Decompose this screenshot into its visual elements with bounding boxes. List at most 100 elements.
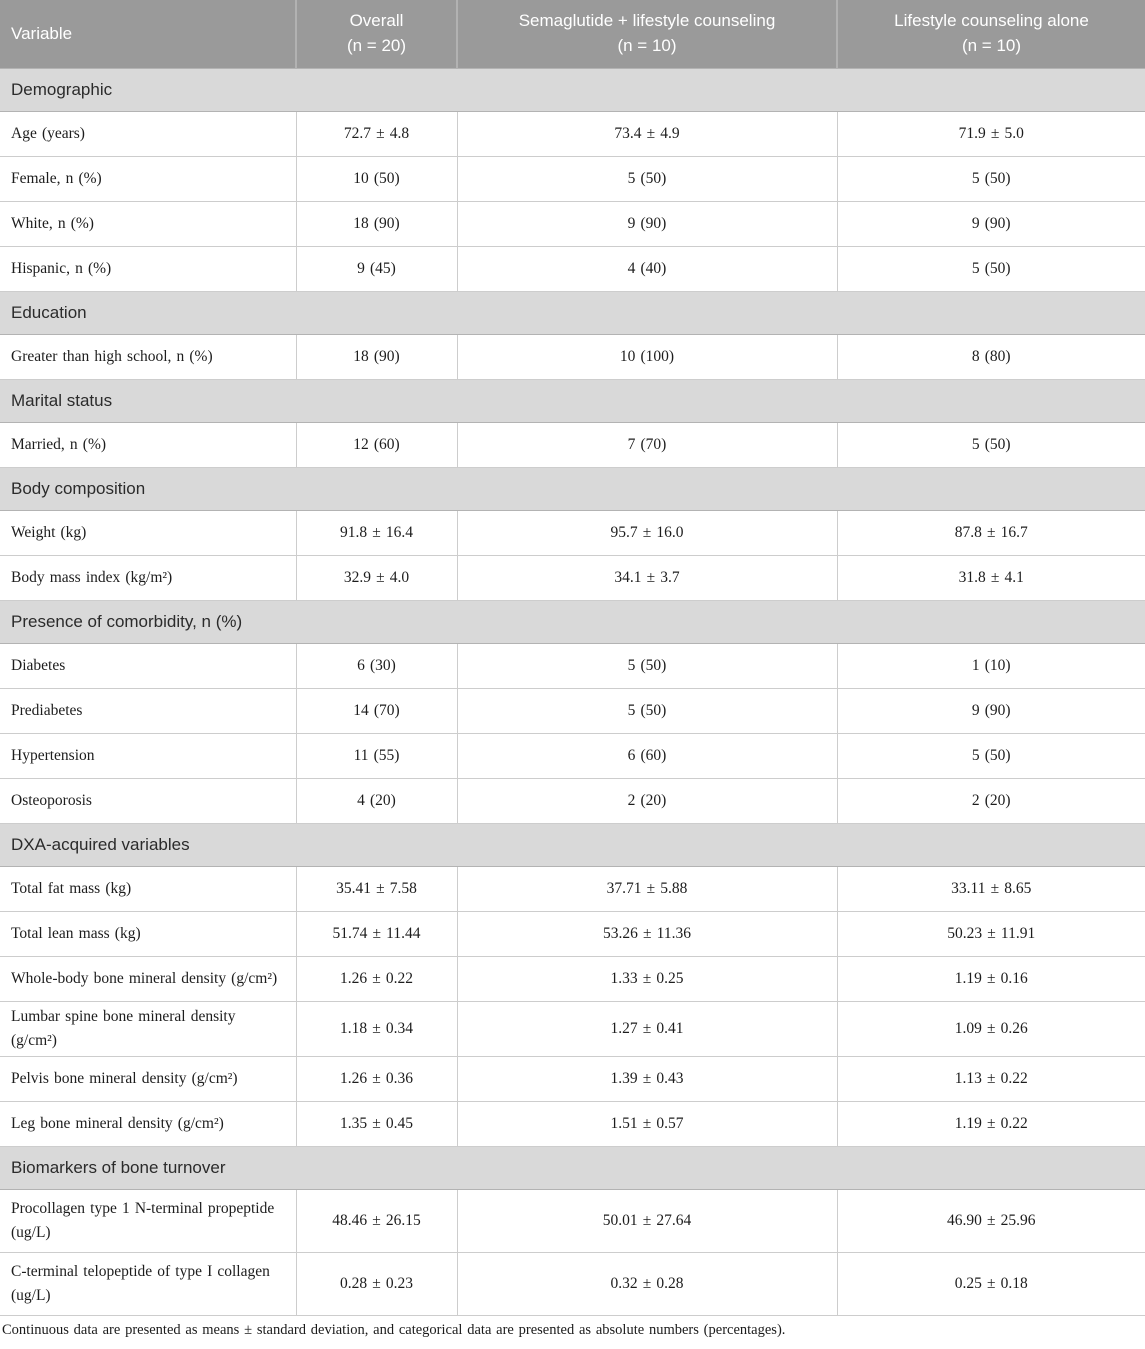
row-label: Hispanic, n (%) bbox=[0, 246, 296, 292]
cell-semaglutide: 0.32 ± 0.28 bbox=[456, 1252, 837, 1317]
cell-lifestyle: 9 (90) bbox=[836, 688, 1145, 734]
cell-overall: 14 (70) bbox=[295, 688, 457, 734]
cell-lifestyle: 5 (50) bbox=[836, 156, 1145, 202]
cell-semaglutide: 4 (40) bbox=[456, 246, 837, 292]
table-row: Body mass index (kg/m²) 32.9 ± 4.0 34.1 … bbox=[0, 555, 1145, 601]
table-row: Greater than high school, n (%) 18 (90) … bbox=[0, 334, 1145, 380]
column-header-lifestyle: Lifestyle counseling alone (n = 10) bbox=[836, 0, 1145, 69]
row-label: Greater than high school, n (%) bbox=[0, 334, 296, 380]
cell-overall: 10 (50) bbox=[295, 156, 457, 202]
table-row: Hypertension 11 (55) 6 (60) 5 (50) bbox=[0, 733, 1145, 779]
row-label: Procollagen type 1 N-terminal propeptide… bbox=[0, 1189, 296, 1254]
table-row: Pelvis bone mineral density (g/cm²) 1.26… bbox=[0, 1056, 1145, 1103]
cell-lifestyle: 1 (10) bbox=[836, 643, 1145, 689]
cell-lifestyle: 31.8 ± 4.1 bbox=[836, 555, 1145, 601]
cell-semaglutide: 50.01 ± 27.64 bbox=[456, 1189, 837, 1254]
cell-semaglutide: 5 (50) bbox=[456, 156, 837, 202]
row-label: C-terminal telopeptide of type I collage… bbox=[0, 1252, 296, 1317]
table-row: Weight (kg) 91.8 ± 16.4 95.7 ± 16.0 87.8… bbox=[0, 510, 1145, 556]
cell-lifestyle: 5 (50) bbox=[836, 422, 1145, 468]
cell-overall: 18 (90) bbox=[295, 201, 457, 247]
row-label: Female, n (%) bbox=[0, 156, 296, 202]
cell-lifestyle: 5 (50) bbox=[836, 246, 1145, 292]
column-header-semaglutide: Semaglutide + lifestyle counseling (n = … bbox=[456, 0, 837, 69]
cell-lifestyle: 1.19 ± 0.16 bbox=[836, 956, 1145, 1002]
cell-overall: 1.26 ± 0.22 bbox=[295, 956, 457, 1002]
baseline-characteristics-table: Variable Overall (n = 20) Semaglutide + … bbox=[0, 0, 1145, 1317]
section-row-dxa-variables: DXA-acquired variables bbox=[0, 823, 1145, 867]
table-row: Prediabetes 14 (70) 5 (50) 9 (90) bbox=[0, 688, 1145, 734]
cell-semaglutide: 5 (50) bbox=[456, 643, 837, 689]
row-label: Weight (kg) bbox=[0, 510, 296, 556]
cell-lifestyle: 9 (90) bbox=[836, 201, 1145, 247]
cell-semaglutide: 73.4 ± 4.9 bbox=[456, 111, 837, 157]
cell-overall: 0.28 ± 0.23 bbox=[295, 1252, 457, 1317]
cell-semaglutide: 6 (60) bbox=[456, 733, 837, 779]
cell-overall: 11 (55) bbox=[295, 733, 457, 779]
cell-semaglutide: 7 (70) bbox=[456, 422, 837, 468]
section-row-marital-status: Marital status bbox=[0, 379, 1145, 423]
row-label: Whole-body bone mineral density (g/cm²) bbox=[0, 956, 296, 1002]
cell-lifestyle: 33.11 ± 8.65 bbox=[836, 866, 1145, 912]
cell-lifestyle: 2 (20) bbox=[836, 778, 1145, 824]
cell-overall: 4 (20) bbox=[295, 778, 457, 824]
section-row-body-composition: Body composition bbox=[0, 467, 1145, 511]
row-label: White, n (%) bbox=[0, 201, 296, 247]
cell-semaglutide: 5 (50) bbox=[456, 688, 837, 734]
section-row-education: Education bbox=[0, 291, 1145, 335]
cell-lifestyle: 0.25 ± 0.18 bbox=[836, 1252, 1145, 1317]
column-header-semaglutide-line2: (n = 10) bbox=[617, 36, 677, 55]
row-label: Lumbar spine bone mineral density (g/cm²… bbox=[0, 1001, 296, 1058]
column-header-lifestyle-line2: (n = 10) bbox=[961, 36, 1022, 55]
cell-overall: 72.7 ± 4.8 bbox=[295, 111, 457, 157]
cell-overall: 12 (60) bbox=[295, 422, 457, 468]
cell-semaglutide: 9 (90) bbox=[456, 201, 837, 247]
section-title: Education bbox=[0, 291, 1145, 335]
cell-overall: 91.8 ± 16.4 bbox=[295, 510, 457, 556]
column-header-lifestyle-line1: Lifestyle counseling alone bbox=[894, 11, 1089, 31]
row-label: Prediabetes bbox=[0, 688, 296, 734]
cell-overall: 9 (45) bbox=[295, 246, 457, 292]
cell-semaglutide: 2 (20) bbox=[456, 778, 837, 824]
column-header-overall-line1: Overall bbox=[349, 11, 404, 31]
cell-semaglutide: 53.26 ± 11.36 bbox=[456, 911, 837, 957]
cell-overall: 35.41 ± 7.58 bbox=[295, 866, 457, 912]
section-row-comorbidity: Presence of comorbidity, n (%) bbox=[0, 600, 1145, 644]
cell-overall: 32.9 ± 4.0 bbox=[295, 555, 457, 601]
cell-semaglutide: 1.51 ± 0.57 bbox=[456, 1101, 837, 1148]
cell-overall: 6 (30) bbox=[295, 643, 457, 689]
row-label: Total lean mass (kg) bbox=[0, 911, 296, 957]
section-row-biomarkers: Biomarkers of bone turnover bbox=[0, 1146, 1145, 1191]
cell-lifestyle: 5 (50) bbox=[836, 733, 1145, 779]
table-header-row: Variable Overall (n = 20) Semaglutide + … bbox=[0, 0, 1145, 69]
row-label: Hypertension bbox=[0, 733, 296, 779]
cell-lifestyle: 8 (80) bbox=[836, 334, 1145, 380]
cell-overall: 1.18 ± 0.34 bbox=[295, 1001, 457, 1058]
cell-lifestyle: 1.13 ± 0.22 bbox=[836, 1056, 1145, 1103]
table-footnote: Continuous data are presented as means ±… bbox=[2, 1322, 786, 1339]
table-row: Age (years) 72.7 ± 4.8 73.4 ± 4.9 71.9 ±… bbox=[0, 111, 1145, 157]
table-row: Hispanic, n (%) 9 (45) 4 (40) 5 (50) bbox=[0, 246, 1145, 292]
cell-lifestyle: 1.19 ± 0.22 bbox=[836, 1101, 1145, 1148]
cell-semaglutide: 1.33 ± 0.25 bbox=[456, 956, 837, 1002]
cell-lifestyle: 71.9 ± 5.0 bbox=[836, 111, 1145, 157]
cell-semaglutide: 37.71 ± 5.88 bbox=[456, 866, 837, 912]
row-label: Age (years) bbox=[0, 111, 296, 157]
row-label: Married, n (%) bbox=[0, 422, 296, 468]
cell-semaglutide: 34.1 ± 3.7 bbox=[456, 555, 837, 601]
table-row: White, n (%) 18 (90) 9 (90) 9 (90) bbox=[0, 201, 1145, 247]
table-row: Total fat mass (kg) 35.41 ± 7.58 37.71 ±… bbox=[0, 866, 1145, 912]
row-label: Osteoporosis bbox=[0, 778, 296, 824]
cell-semaglutide: 10 (100) bbox=[456, 334, 837, 380]
section-title: DXA-acquired variables bbox=[0, 823, 1145, 867]
table-row: Married, n (%) 12 (60) 7 (70) 5 (50) bbox=[0, 422, 1145, 468]
section-title: Biomarkers of bone turnover bbox=[0, 1146, 1145, 1191]
column-header-overall-line2: (n = 20) bbox=[346, 36, 407, 55]
table-row: Total lean mass (kg) 51.74 ± 11.44 53.26… bbox=[0, 911, 1145, 957]
column-header-semaglutide-line1: Semaglutide + lifestyle counseling bbox=[518, 11, 776, 31]
table-row: Leg bone mineral density (g/cm²) 1.35 ± … bbox=[0, 1101, 1145, 1148]
cell-lifestyle: 46.90 ± 25.96 bbox=[836, 1189, 1145, 1254]
column-header-variable: Variable bbox=[0, 0, 296, 69]
cell-semaglutide: 95.7 ± 16.0 bbox=[456, 510, 837, 556]
